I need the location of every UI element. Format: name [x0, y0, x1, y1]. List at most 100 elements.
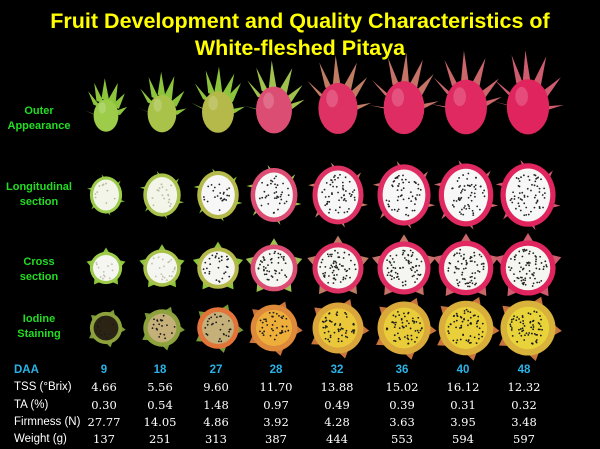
seed-dot — [518, 328, 520, 331]
seed-dot — [106, 337, 108, 340]
seed-dot — [524, 283, 527, 286]
seed-dot — [222, 193, 225, 195]
seed-dot — [519, 209, 522, 212]
table-cell-ta: 0.32 — [511, 398, 537, 412]
seed-dot — [156, 328, 159, 331]
seed-dot — [263, 273, 266, 276]
seed-dot — [533, 206, 536, 209]
seed-dot — [414, 329, 417, 332]
fruit-iodine-stain-image — [249, 301, 303, 357]
seed-dot — [228, 275, 231, 278]
seed-dot — [513, 195, 516, 198]
seed-dot — [99, 320, 102, 323]
seed-dot — [526, 195, 529, 198]
seed-dot — [531, 273, 534, 276]
seed-dot — [453, 320, 456, 323]
seed-dot — [349, 195, 352, 198]
bract-shape — [401, 52, 410, 86]
seed-dot — [411, 320, 414, 322]
seed-dot — [225, 255, 228, 258]
seed-dot — [467, 196, 470, 199]
seed-dot — [206, 323, 209, 326]
seed-dot — [336, 311, 339, 314]
seed-dot — [416, 277, 419, 280]
seed-dot — [480, 255, 483, 258]
bract-shape — [461, 50, 470, 85]
seed-dot — [525, 272, 528, 275]
seed-dot — [348, 192, 351, 195]
seed-dot — [510, 267, 513, 269]
seed-dot — [477, 315, 480, 318]
seed-dot — [522, 322, 525, 325]
seed-dot — [219, 192, 222, 194]
seed-dot — [396, 310, 399, 313]
seed-dot — [465, 339, 468, 342]
table-cell-weight: 444 — [326, 432, 348, 446]
table-cell-firmness: 14.05 — [143, 415, 177, 429]
seed-dot — [212, 189, 215, 192]
seed-dot — [411, 195, 414, 198]
seed-dot — [465, 207, 468, 210]
seed-dot — [319, 265, 322, 268]
seed-dot — [209, 263, 212, 266]
seed-dot — [518, 180, 521, 182]
bract-shape — [471, 58, 486, 88]
seed-dot — [470, 191, 473, 194]
seed-dot — [102, 274, 105, 277]
seed-dot — [220, 315, 222, 318]
seed-dot — [345, 316, 348, 318]
seed-dot — [448, 332, 450, 335]
seed-dot — [518, 318, 520, 320]
seed-dot — [540, 178, 542, 181]
seed-dot — [334, 178, 336, 181]
table-cell-tss: 16.12 — [446, 380, 480, 394]
seed-dot — [283, 255, 285, 258]
seed-dot — [274, 272, 277, 275]
seed-dot — [172, 270, 174, 273]
seed-dot — [402, 326, 405, 329]
seed-dot — [525, 332, 528, 335]
seed-dot — [463, 257, 465, 259]
fruit-skin-shape — [256, 86, 292, 134]
seed-dot — [277, 208, 279, 211]
seed-dot — [520, 266, 522, 269]
seed-dot — [343, 198, 346, 200]
seed-dot — [473, 254, 476, 257]
seed-dot — [280, 255, 283, 258]
seed-dot — [521, 255, 524, 258]
seed-dot — [332, 262, 335, 265]
seed-dot — [270, 179, 272, 182]
seed-dot — [222, 191, 225, 194]
seed-dot — [333, 277, 335, 280]
seed-dot — [337, 268, 340, 271]
seed-dot — [392, 266, 395, 269]
seed-dot — [468, 285, 471, 288]
seed-dot — [275, 191, 278, 193]
seed-dot — [352, 322, 355, 325]
stained-flesh-shape — [445, 307, 487, 349]
seed-dot — [409, 267, 412, 270]
seed-dot — [447, 325, 450, 328]
fruit-outer-image — [85, 78, 128, 132]
seed-dot — [330, 255, 333, 258]
seed-dot — [393, 339, 395, 342]
seed-dot — [396, 189, 399, 192]
seed-dot — [168, 198, 171, 201]
seed-dot — [515, 319, 518, 322]
bract-shape — [163, 76, 175, 100]
seed-dot — [169, 205, 171, 208]
seed-dot — [265, 320, 268, 323]
seed-dot — [351, 191, 354, 193]
seed-dot — [402, 174, 404, 177]
seed-dot — [213, 186, 216, 189]
seed-dot — [457, 198, 460, 201]
seed-dot — [474, 176, 477, 179]
table-cell-tss: 12.32 — [507, 380, 541, 394]
table-cell-daa: 48 — [517, 364, 531, 376]
seed-dot — [478, 208, 481, 211]
table-row-daa: DAA 9 18 27 28 32 36 40 48 — [0, 362, 600, 378]
seed-dot — [343, 194, 346, 196]
seed-dot — [346, 336, 349, 339]
fruit-longitudinal-image — [495, 159, 561, 231]
seed-dot — [453, 271, 456, 274]
